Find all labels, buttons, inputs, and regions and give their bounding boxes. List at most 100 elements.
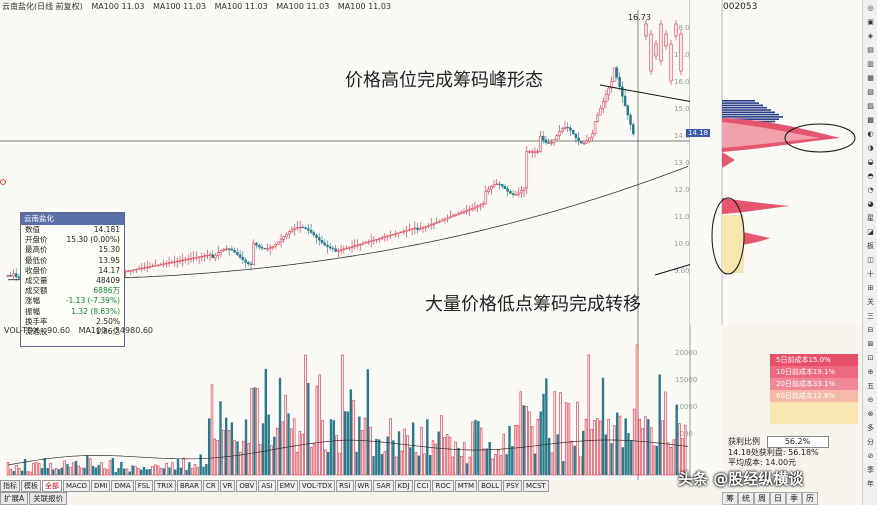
indicator-tab[interactable]: WR [354, 480, 373, 492]
toolbar-button[interactable]: ◎ [867, 4, 874, 12]
indicator-tab[interactable]: OBV [236, 480, 258, 492]
chip-view-tab[interactable]: 历 [802, 492, 818, 505]
volume-bar [148, 469, 151, 476]
candle-body [506, 188, 509, 192]
toolbar-button[interactable]: ⊖ [867, 396, 874, 404]
ma-label: MA100 11.03 [91, 2, 145, 11]
toolbar-button[interactable]: 三 [867, 312, 874, 320]
indicator-tab[interactable]: MTM [454, 480, 478, 492]
indicator-tab[interactable]: DMI [90, 480, 111, 492]
vol-tick: 5000 [675, 430, 693, 438]
indicator-tab[interactable]: 模板 [21, 480, 41, 492]
chip-view-tab[interactable]: 统 [738, 492, 754, 505]
toolbar-button[interactable]: ▤ [867, 46, 874, 54]
toolbar-button[interactable]: ▣ [867, 18, 874, 26]
info-row: 数值 14.181 [21, 225, 124, 235]
candle-body [429, 224, 433, 226]
toolbar-button[interactable]: 分 [867, 438, 874, 446]
bottom-tab[interactable]: 关联报价 [29, 492, 68, 505]
toolbar-button[interactable]: ◒ [867, 158, 874, 166]
toolbar-button[interactable]: ◔ [867, 186, 874, 194]
indicator-tab[interactable]: 指标 [0, 480, 20, 492]
candle-body [361, 243, 365, 245]
price-tick: 17.00 [674, 51, 694, 59]
candle-body [331, 247, 335, 250]
candle-body [211, 254, 215, 259]
toolbar-button[interactable]: ◈ [867, 32, 874, 40]
quote-info-box[interactable]: 云南盐化 数值 14.181 开盘价 15.30 (0.00%) 最高价 15.30 最低价… [20, 212, 125, 347]
candle-body [238, 254, 242, 258]
indicator-tab[interactable]: TRIX [153, 480, 176, 492]
toolbar-button[interactable]: 关 [867, 298, 874, 306]
bottom-tab[interactable]: 扩展A [0, 492, 29, 505]
toolbar-button[interactable]: ⊞ [867, 284, 874, 292]
candle-body [263, 247, 266, 250]
indicator-tab[interactable]: FSL [134, 480, 153, 492]
toolbar-button[interactable]: ⊡ [867, 354, 874, 362]
toolbar-button[interactable]: ◕ [867, 200, 874, 208]
candle-body [233, 250, 236, 253]
indicator-tab[interactable]: VOL-TDX [298, 480, 336, 492]
candle-body [669, 43, 673, 82]
toolbar-button[interactable]: 五 [867, 382, 874, 390]
candle-body [514, 194, 518, 196]
indicator-tab[interactable]: ROC [432, 480, 454, 492]
candle-body [244, 259, 247, 263]
chip-view-tab[interactable]: 周 [754, 492, 770, 505]
chip-view-tab[interactable]: 筹 [722, 492, 738, 505]
indicator-tab[interactable]: KDJ [394, 480, 413, 492]
candle-body [479, 204, 482, 207]
toolbar-button[interactable]: 季 [867, 466, 874, 474]
toolbar-button[interactable]: ⊕ [867, 368, 874, 376]
volume-bar [474, 419, 477, 476]
volume-bar [54, 468, 58, 476]
chip-bg [690, 0, 862, 325]
toolbar-button[interactable]: 星 [867, 214, 874, 222]
chip-view-tab[interactable]: 日 [770, 492, 786, 505]
toolbar-button[interactable]: 年 [867, 480, 874, 488]
toolbar-button[interactable]: 多 [867, 424, 874, 432]
indicator-tab[interactable]: BRAR [176, 480, 202, 492]
volume-bar [502, 433, 506, 476]
volume-bar [618, 415, 622, 476]
indicator-tab[interactable]: MCST [523, 480, 549, 492]
toolbar-button[interactable]: 十 [867, 270, 874, 278]
toolbar-button[interactable]: ▩ [867, 116, 874, 124]
toolbar-button[interactable]: ◑ [867, 144, 874, 152]
indicator-tab[interactable]: ASI [258, 480, 276, 492]
toolbar-button[interactable]: ▥ [867, 60, 874, 68]
toolbar-button[interactable]: ⊗ [867, 410, 874, 418]
toolbar-button[interactable]: 板 [867, 242, 874, 250]
chip-view-tab[interactable]: 季 [786, 492, 802, 505]
toolbar-button[interactable]: ◓ [867, 172, 874, 180]
candle-body [342, 248, 346, 251]
indicator-tab[interactable]: CR [203, 480, 219, 492]
toolbar-button[interactable]: ⊠ [867, 340, 874, 348]
indicator-tab[interactable]: 全部 [42, 480, 62, 492]
indicator-tab[interactable]: CCI [413, 480, 432, 492]
indicator-tab[interactable]: PSY [503, 480, 523, 492]
toolbar-button[interactable]: ⊟ [867, 326, 874, 334]
toolbar-button[interactable]: ▦ [867, 74, 874, 82]
indicator-tab[interactable]: VR [219, 480, 236, 492]
indicator-tab[interactable]: BOLL [478, 480, 503, 492]
toolbar-button[interactable]: ▨ [867, 102, 874, 110]
indicator-tab[interactable]: SAR [373, 480, 394, 492]
indicator-tab[interactable]: RSI [336, 480, 354, 492]
toolbar-button[interactable]: ◪ [867, 228, 874, 236]
volume-bar [292, 418, 296, 476]
candle-body [397, 232, 400, 234]
volume-chart[interactable]: 20000 15000 10000 5000 [0, 325, 722, 480]
candle-body [126, 270, 130, 272]
volume-bar [29, 471, 32, 476]
price-tick: 11.00 [674, 213, 694, 221]
indicator-tab[interactable]: EMV [276, 480, 298, 492]
indicator-tab[interactable]: DMA [111, 480, 134, 492]
toolbar-button[interactable]: ▧ [867, 88, 874, 96]
volume-bar [485, 448, 489, 476]
indicator-tab[interactable]: MACD [63, 480, 90, 492]
volume-bar [304, 354, 307, 476]
toolbar-button[interactable]: ◐ [867, 130, 874, 138]
toolbar-button[interactable]: ⊘ [867, 452, 874, 460]
toolbar-button[interactable]: ◫ [867, 256, 874, 264]
